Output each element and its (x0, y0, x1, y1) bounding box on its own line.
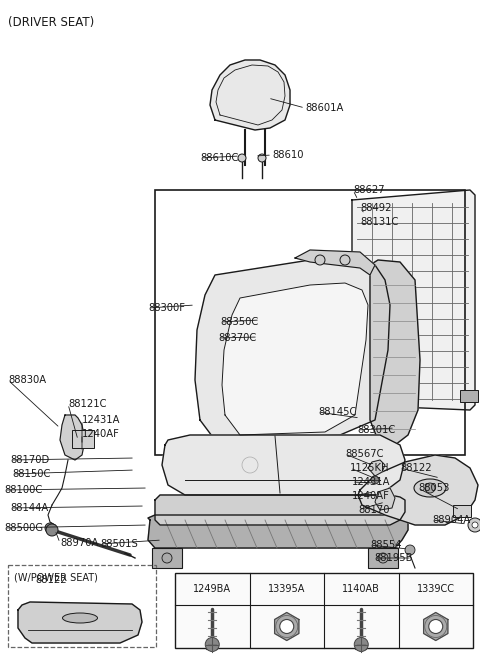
Polygon shape (222, 283, 368, 435)
Text: 12431A: 12431A (352, 477, 391, 487)
Text: 88610C: 88610C (200, 153, 239, 163)
Text: 88830A: 88830A (8, 375, 46, 385)
Text: 88170D: 88170D (10, 455, 49, 465)
Circle shape (315, 255, 325, 265)
Text: 1140AB: 1140AB (342, 584, 380, 594)
Circle shape (472, 522, 478, 528)
Circle shape (340, 255, 350, 265)
Circle shape (378, 553, 388, 563)
Text: 88145C: 88145C (318, 407, 356, 417)
Text: 88500G: 88500G (4, 523, 43, 533)
Circle shape (371, 476, 379, 484)
Circle shape (429, 620, 443, 633)
Circle shape (354, 637, 368, 652)
Text: 12431A: 12431A (82, 415, 120, 425)
Bar (72, 430, 94, 448)
Text: 1240AF: 1240AF (352, 491, 390, 501)
Polygon shape (60, 415, 85, 460)
Text: 88904A: 88904A (432, 515, 470, 525)
Text: 88501S: 88501S (100, 539, 138, 549)
Text: 88627: 88627 (353, 185, 384, 195)
Polygon shape (210, 60, 290, 130)
Ellipse shape (62, 613, 97, 623)
Text: 88492: 88492 (360, 203, 392, 213)
Circle shape (205, 637, 219, 652)
Circle shape (46, 524, 58, 536)
Text: 88301C: 88301C (357, 425, 395, 435)
Bar (453, 505, 471, 517)
Text: 88195B: 88195B (374, 553, 412, 563)
Text: 88150C: 88150C (12, 469, 50, 479)
Text: 88567C: 88567C (345, 449, 384, 459)
Polygon shape (358, 455, 478, 525)
Text: 1249BA: 1249BA (193, 584, 231, 594)
Polygon shape (148, 515, 408, 548)
Polygon shape (195, 258, 390, 440)
Text: 88970A: 88970A (60, 538, 98, 548)
Text: 88170: 88170 (358, 505, 389, 515)
Polygon shape (375, 488, 395, 510)
Circle shape (258, 154, 266, 162)
Circle shape (425, 483, 435, 493)
Circle shape (238, 154, 246, 162)
Text: 88610: 88610 (272, 150, 303, 160)
Circle shape (405, 545, 415, 555)
Polygon shape (18, 602, 142, 643)
Text: 88370C: 88370C (218, 333, 256, 343)
Text: 88601A: 88601A (305, 103, 343, 113)
Text: 88144A: 88144A (10, 503, 48, 513)
Text: 88300F: 88300F (148, 303, 185, 313)
Polygon shape (162, 435, 405, 495)
Polygon shape (352, 190, 475, 410)
Text: 88350C: 88350C (220, 317, 258, 327)
Ellipse shape (414, 479, 446, 497)
Polygon shape (370, 260, 420, 445)
Circle shape (162, 553, 172, 563)
Polygon shape (424, 612, 448, 641)
Bar (8, 565, 156, 647)
Text: 1125KH: 1125KH (350, 463, 389, 473)
Polygon shape (368, 460, 385, 476)
Polygon shape (275, 612, 299, 641)
Text: 88121C: 88121C (68, 399, 107, 409)
Text: 88053: 88053 (418, 483, 449, 493)
Text: 88100C: 88100C (4, 485, 42, 495)
Text: 13395A: 13395A (268, 584, 305, 594)
Text: 1240AF: 1240AF (82, 429, 120, 439)
Text: 1339CC: 1339CC (417, 584, 455, 594)
Bar (155, 190, 465, 455)
Polygon shape (155, 495, 405, 525)
Circle shape (280, 620, 294, 633)
Text: 88122: 88122 (35, 575, 67, 585)
Bar (175, 573, 473, 648)
Text: (DRIVER SEAT): (DRIVER SEAT) (8, 16, 94, 29)
Circle shape (45, 523, 55, 533)
Text: 88122: 88122 (400, 463, 432, 473)
Text: (W/POWER SEAT): (W/POWER SEAT) (14, 572, 98, 582)
Text: 88554: 88554 (370, 540, 401, 550)
Circle shape (468, 518, 480, 532)
Bar (368, 548, 398, 568)
Text: 88131C: 88131C (360, 217, 398, 227)
Polygon shape (295, 250, 375, 275)
Bar (460, 390, 478, 402)
Bar (152, 548, 182, 568)
